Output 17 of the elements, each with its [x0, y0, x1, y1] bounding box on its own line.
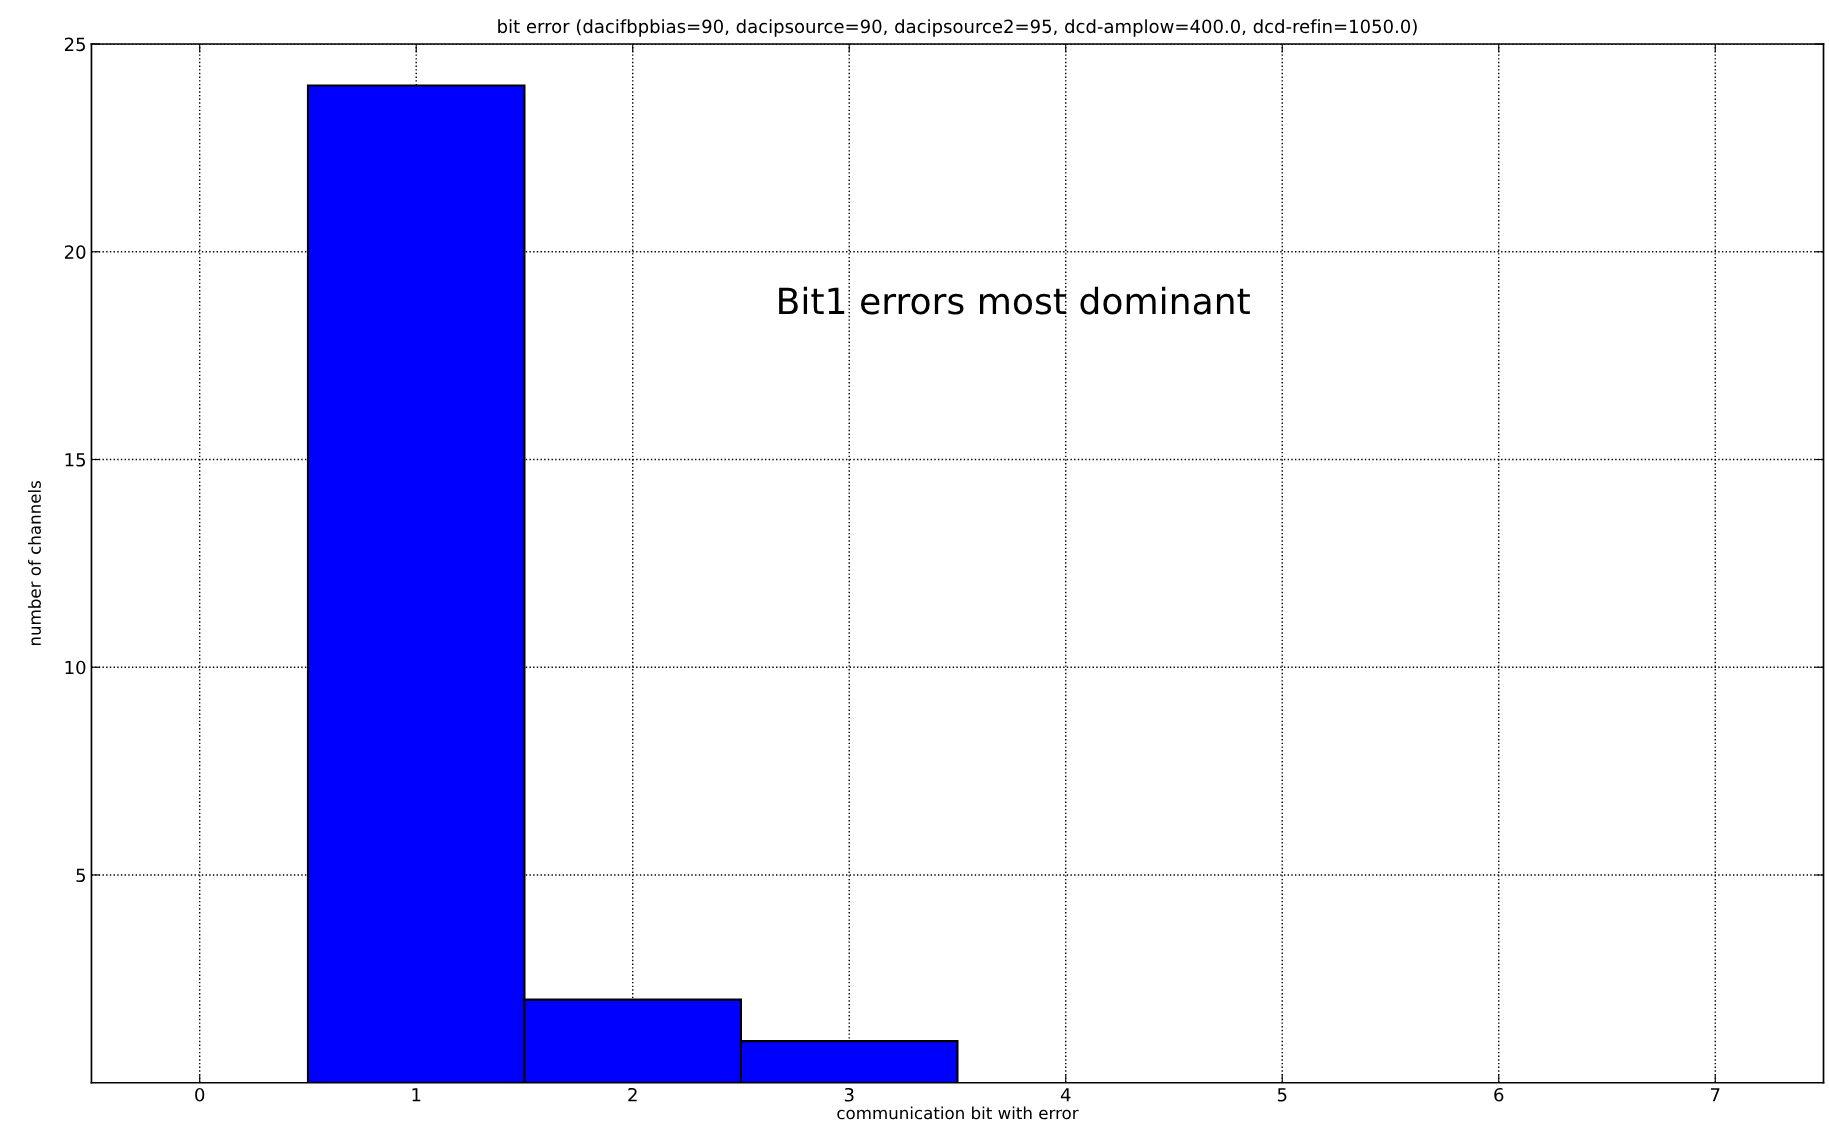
y-tick-label: 10 [65, 660, 86, 675]
x-axis-title: communication bit with error [837, 1106, 1079, 1120]
y-tick-label: 5 [76, 868, 86, 883]
x-tick-label: 7 [1711, 1088, 1720, 1102]
y-tick-label: 25 [64, 37, 86, 52]
annotation: Bit1 errors most dominant [779, 286, 1250, 315]
y-tick-label: 15 [65, 453, 86, 467]
x-tick-label: 5 [1277, 1088, 1287, 1102]
x-tick-label: 6 [1494, 1087, 1504, 1102]
x-tick-label: 3 [844, 1087, 854, 1102]
x-tick-label: 1 [412, 1088, 421, 1102]
y-tick-label: 20 [64, 245, 86, 259]
x-tick-label: 2 [628, 1087, 637, 1102]
y-axis-title: number of channels [28, 481, 41, 646]
x-tick-label: 4 [1060, 1088, 1071, 1102]
x-tick-label: 0 [195, 1087, 205, 1102]
chart-title: bit error (dacifbpbias=90, dacipsource=90, dacipsource2=95, dcd-amplow=400.0, dcd-refin=1050.0) [498, 19, 1417, 37]
